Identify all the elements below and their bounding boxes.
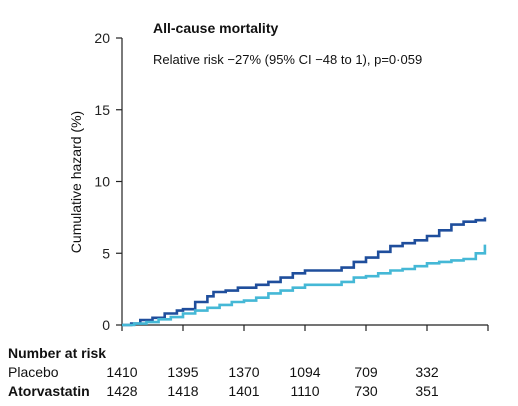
series-layer [122, 217, 487, 327]
y-tick-label: 5 [102, 245, 110, 261]
chart-title: All-cause mortality [153, 20, 278, 36]
risk-value: 332 [415, 364, 439, 380]
risk-value: 1395 [167, 364, 198, 380]
series-line-placebo [122, 217, 487, 327]
risk-value: 351 [415, 383, 439, 399]
y-tick-label: 10 [94, 174, 110, 190]
number-at-risk-header: Number at risk [8, 345, 106, 361]
risk-value: 1110 [290, 383, 319, 399]
series-line-atorvastatin [122, 244, 487, 327]
risk-row-label: Atorvastatin [8, 383, 90, 399]
y-tick-label: 15 [94, 102, 110, 118]
risk-row-label: Placebo [8, 364, 59, 380]
y-axis-label: Cumulative hazard (%) [68, 111, 84, 253]
number-at-risk-table: Placebo 1410 1395 1370 1094 709 332 Atorvastati… [8, 364, 439, 399]
risk-value: 709 [354, 364, 378, 380]
y-ticks: 0 5 10 15 20 [94, 30, 122, 333]
risk-value: 1410 [106, 364, 137, 380]
risk-value: 1370 [228, 364, 259, 380]
chart-subtitle: Relative risk −27% (95% CI −48 to 1), p=… [153, 52, 422, 67]
x-ticks [121, 325, 489, 331]
risk-value: 1094 [289, 364, 320, 380]
y-tick-label: 0 [102, 317, 110, 333]
risk-value: 1401 [228, 383, 259, 399]
risk-value: 730 [354, 383, 378, 399]
risk-value: 1428 [106, 383, 137, 399]
y-tick-label: 20 [94, 30, 110, 46]
risk-value: 1418 [167, 383, 198, 399]
